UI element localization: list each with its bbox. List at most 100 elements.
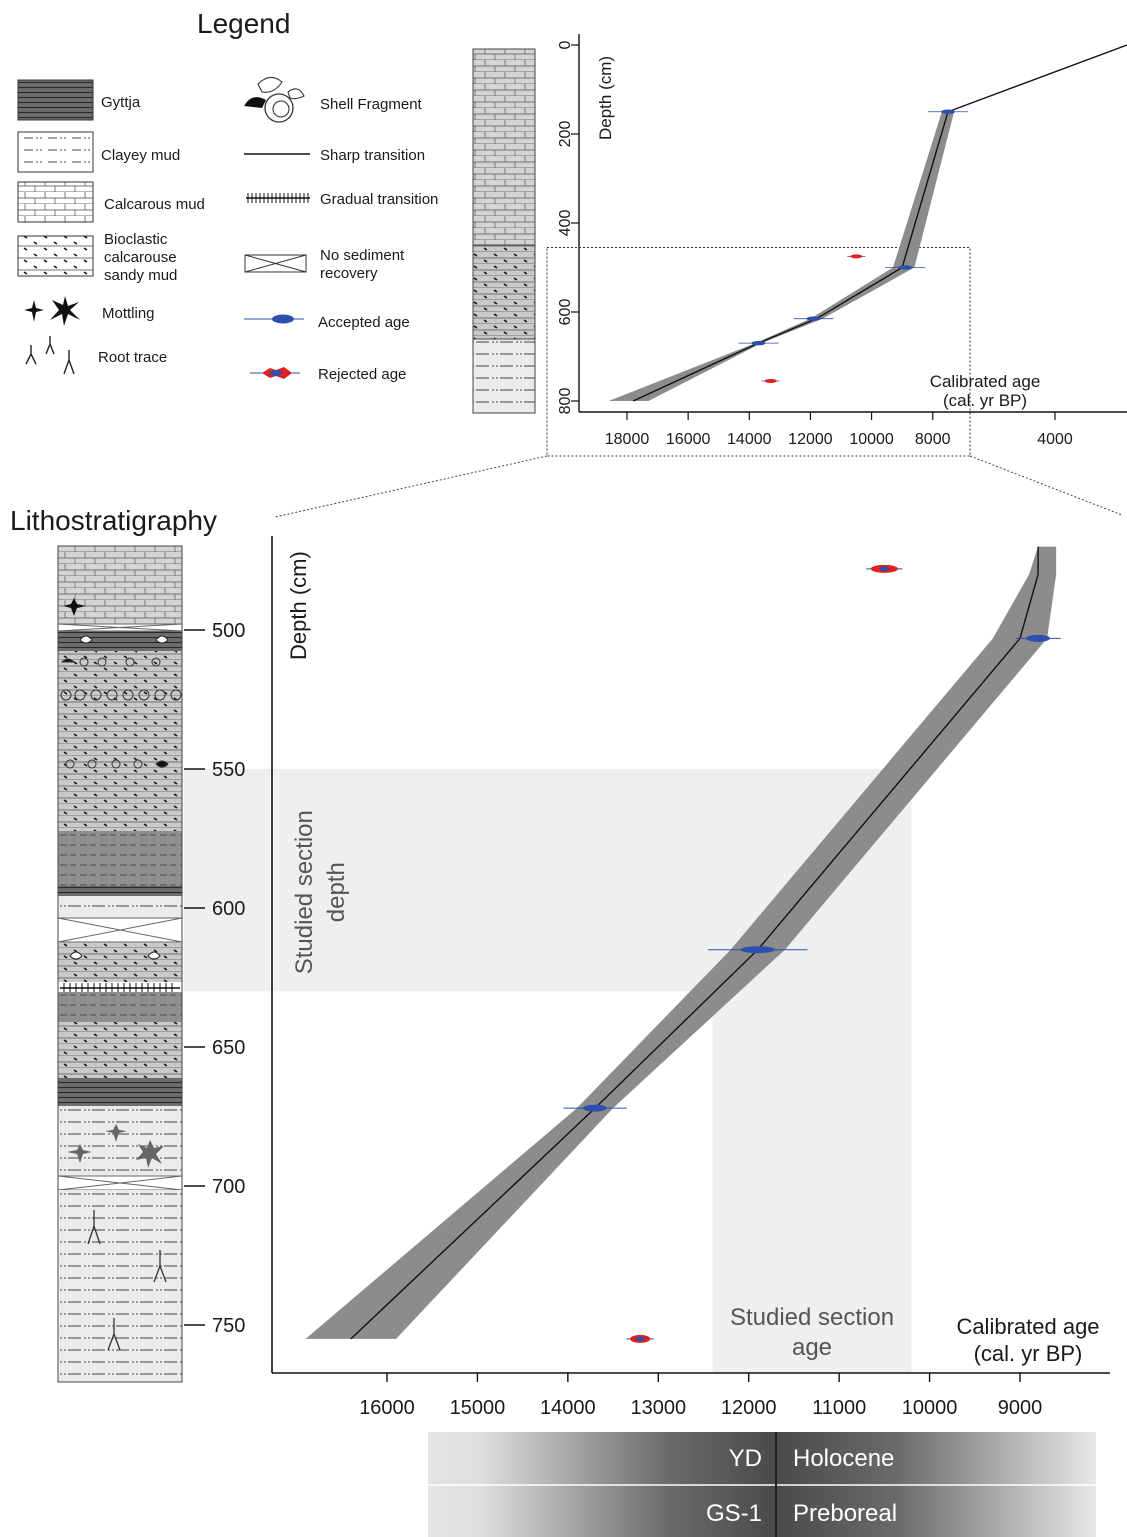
- legend-calcarous-mud: Calcarous mud: [17, 181, 205, 223]
- main-x-tick-label: 9000: [998, 1397, 1043, 1419]
- legend-label-clayey-mud: Clayey mud: [101, 147, 180, 164]
- legend-label-no-recovery: No sediment recovery: [320, 247, 405, 282]
- legend-clayey-mud: Clayey mud: [17, 131, 180, 173]
- legend-root-trace: Root trace: [25, 336, 167, 375]
- overview-age-depth-chart: 0 200 400 600 800 18000 16000 14000 12000 10000 8…: [546, 34, 1127, 457]
- legend-label-accepted-age: Accepted age: [318, 314, 410, 331]
- lithostratigraphy-title: Lithostratigraphy: [10, 505, 217, 536]
- main-accepted-age: [563, 1104, 627, 1112]
- main-x-tick-label: 15000: [450, 1397, 506, 1419]
- overview-age-envelope: [608, 111, 955, 401]
- legend-label-gradual-transition: Gradual transition: [320, 191, 438, 208]
- zoom-connector-right: [969, 455, 1123, 516]
- chronozone-yd: YD: [729, 1445, 762, 1472]
- legend-bioclastic: Bioclastic calcarouse sandy mud: [17, 231, 177, 284]
- overview-x-tick-label: 10000: [849, 431, 894, 448]
- root-trace-icon: [25, 336, 75, 375]
- overview-x-tick-label: 8000: [915, 431, 951, 448]
- legend-shell-fragment: Shell Fragment: [244, 76, 423, 123]
- main-y-axis-label: Depth (cm): [286, 551, 311, 660]
- legend-label-gyttja: Gyttja: [101, 94, 141, 111]
- main-y-tick-label: 500: [212, 620, 245, 642]
- shell-fragment-icon: [79, 635, 169, 644]
- main-age-model-line: [350, 546, 1039, 1340]
- overview-x-tick-label: 4000: [1037, 431, 1073, 448]
- overview-y-tick-label: 800: [557, 388, 574, 415]
- overview-y-tick-label: 400: [557, 210, 574, 237]
- shell-fragment-icon: [60, 657, 182, 701]
- clayey-mud-pattern-icon: [17, 131, 94, 173]
- legend-gyttja: Gyttja: [17, 79, 141, 121]
- main-age-depth-chart: Studied section depth Studied section age …: [184, 536, 1110, 1419]
- studied-section-age-label: Studied section age: [730, 1304, 894, 1361]
- accepted-age-icon: [244, 314, 304, 324]
- overview-y-tick-label: 200: [557, 121, 574, 148]
- legend-mottling: Mottling: [24, 296, 155, 326]
- main-y-tick-label: 550: [212, 759, 245, 781]
- main-x-tick-label: 16000: [359, 1397, 415, 1419]
- main-x-tick-label: 14000: [540, 1397, 596, 1419]
- gyttja-pattern-icon: [17, 79, 94, 121]
- main-x-tick-label: 13000: [630, 1397, 686, 1419]
- main-accepted-age: [1015, 634, 1061, 642]
- overview-accepted-age: [928, 109, 968, 114]
- legend-label-rejected-age: Rejected age: [318, 366, 406, 383]
- mottling-icon: [24, 296, 80, 326]
- main-y-tick-label: 700: [212, 1176, 245, 1198]
- legend-label-shell-fragment: Shell Fragment: [320, 96, 423, 113]
- bioclastic-mud-pattern-icon: [17, 235, 94, 277]
- mottling-icon: [67, 1124, 164, 1168]
- studied-section-depth-label: Studied section depth: [291, 810, 350, 974]
- calcarous-mud-pattern-icon: [17, 181, 94, 223]
- gradual-transition-icon: [60, 983, 180, 993]
- overview-y-axis-label: Depth (cm): [596, 56, 615, 140]
- overview-accepted-age: [738, 340, 779, 346]
- legend-title: Legend: [197, 8, 290, 39]
- legend: Legend Gyttja Clayey mud Calcarous mud B…: [17, 8, 438, 383]
- chronozone-preboreal: Preboreal: [793, 1500, 897, 1527]
- overview-x-tick-label: 18000: [605, 431, 650, 448]
- legend-accepted-age: Accepted age: [244, 314, 410, 331]
- main-y-tick-label: 750: [212, 1315, 245, 1337]
- zoom-connector-left: [274, 455, 548, 518]
- legend-gradual-transition: Gradual transition: [246, 191, 438, 208]
- legend-label-bioclastic: Bioclastic calcarouse sandy mud: [104, 231, 177, 284]
- overview-accepted-age: [885, 265, 926, 270]
- gradual-transition-icon: [246, 193, 310, 203]
- legend-label-calcarous-mud: Calcarous mud: [104, 196, 205, 213]
- shell-fragment-icon: [69, 951, 161, 960]
- main-y-tick-label: 650: [212, 1037, 245, 1059]
- zoom-box: [546, 246, 971, 457]
- main-y-tick-label: 600: [212, 898, 245, 920]
- overview-age-model-line: [632, 44, 1127, 402]
- no-recovery-icon: [244, 254, 307, 273]
- overview-x-tick-label: 12000: [788, 431, 833, 448]
- legend-rejected-age: Rejected age: [250, 366, 406, 383]
- main-x-tick-label: 10000: [902, 1397, 958, 1419]
- overview-rejected-age: [761, 378, 780, 383]
- main-x-tick-label: 12000: [721, 1397, 777, 1419]
- overview-accepted-age: [793, 316, 834, 321]
- mottling-icon: [63, 598, 86, 616]
- overview-x-tick-label: 16000: [666, 431, 711, 448]
- main-accepted-age: [708, 946, 808, 954]
- overview-core-column: [472, 48, 536, 414]
- chronozone-gs1: GS-1: [706, 1500, 762, 1527]
- legend-sharp-transition: Sharp transition: [244, 147, 425, 164]
- overview-y-tick-label: 0: [557, 40, 574, 49]
- main-x-axis-label: Calibrated age (cal. yr BP): [956, 1314, 1099, 1366]
- shell-fragment-icon: [65, 759, 169, 769]
- chronozone-holocene: Holocene: [793, 1445, 894, 1472]
- overview-x-axis-label: Calibrated age (cal. yr BP): [930, 372, 1041, 410]
- main-x-tick-label: 11000: [812, 1397, 866, 1419]
- root-trace-icon: [87, 1210, 167, 1351]
- lithostratigraphy-column: [57, 545, 183, 1383]
- studied-section-age-band: [712, 991, 912, 1373]
- overview-rejected-age: [847, 254, 866, 259]
- legend-label-mottling: Mottling: [102, 305, 155, 322]
- legend-label-sharp-transition: Sharp transition: [320, 147, 425, 164]
- main-rejected-age: [866, 564, 903, 573]
- chronozone-strip: YD Holocene GS-1 Preboreal: [428, 1432, 1096, 1537]
- overview-x-tick-label: 14000: [727, 431, 772, 448]
